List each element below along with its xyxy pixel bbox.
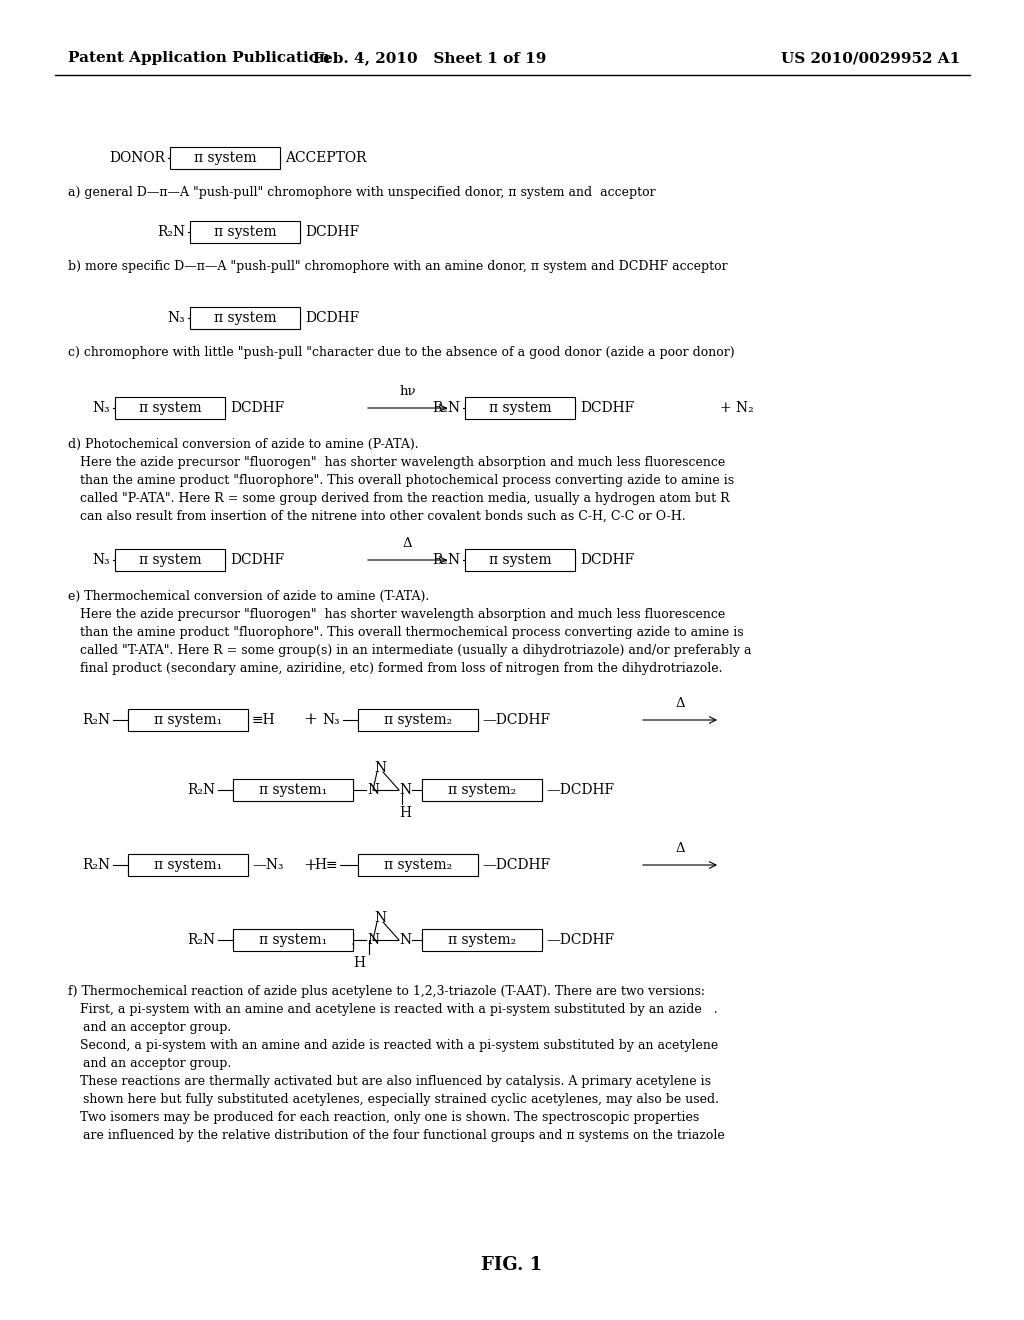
Bar bbox=[190, 220, 300, 243]
Text: H≡: H≡ bbox=[314, 858, 338, 873]
Text: final product (secondary amine, aziridine, etc) formed from loss of nitrogen fro: final product (secondary amine, aziridin… bbox=[68, 663, 723, 675]
Text: f) Thermochemical reaction of azide plus acetylene to 1,2,3-triazole (T-AAT). Th: f) Thermochemical reaction of azide plus… bbox=[68, 985, 705, 998]
Text: N₃: N₃ bbox=[323, 713, 340, 727]
Bar bbox=[465, 397, 575, 418]
Text: are influenced by the relative distribution of the four functional groups and π : are influenced by the relative distribut… bbox=[83, 1129, 725, 1142]
Text: and an acceptor group.: and an acceptor group. bbox=[83, 1020, 231, 1034]
Text: —DCDHF: —DCDHF bbox=[546, 783, 614, 797]
Text: N: N bbox=[367, 933, 379, 946]
Text: c) chromophore with little "push-pull "character due to the absence of a good do: c) chromophore with little "push-pull "c… bbox=[68, 346, 734, 359]
Bar bbox=[190, 308, 300, 329]
Text: ⋅: ⋅ bbox=[350, 939, 355, 952]
Text: π system: π system bbox=[488, 401, 551, 414]
Text: Feb. 4, 2010   Sheet 1 of 19: Feb. 4, 2010 Sheet 1 of 19 bbox=[313, 51, 547, 65]
Text: d) Photochemical conversion of azide to amine (P-ATA).: d) Photochemical conversion of azide to … bbox=[68, 438, 419, 451]
Text: H: H bbox=[353, 956, 365, 970]
Bar bbox=[358, 709, 478, 731]
Text: N: N bbox=[399, 933, 411, 946]
Text: π system₁: π system₁ bbox=[259, 783, 327, 797]
Text: US 2010/0029952 A1: US 2010/0029952 A1 bbox=[780, 51, 961, 65]
Bar bbox=[465, 549, 575, 572]
Text: R₂N: R₂N bbox=[82, 858, 110, 873]
Bar bbox=[233, 929, 353, 950]
Text: —DCDHF: —DCDHF bbox=[482, 858, 550, 873]
Text: DCDHF: DCDHF bbox=[230, 401, 285, 414]
Text: π system: π system bbox=[138, 401, 202, 414]
Text: DCDHF: DCDHF bbox=[230, 553, 285, 568]
Text: Two isomers may be produced for each reaction, only one is shown. The spectrosco: Two isomers may be produced for each rea… bbox=[68, 1111, 699, 1125]
Text: Δ: Δ bbox=[675, 842, 685, 855]
Text: called "P-ATA". Here R = some group derived from the reaction media, usually a h: called "P-ATA". Here R = some group deri… bbox=[68, 492, 730, 506]
Text: b) more specific D—π—A "push-pull" chromophore with an amine donor, π system and: b) more specific D—π—A "push-pull" chrom… bbox=[68, 260, 728, 273]
Text: —DCDHF: —DCDHF bbox=[546, 933, 614, 946]
Bar bbox=[358, 854, 478, 876]
Text: N: N bbox=[374, 911, 386, 925]
Text: Here the azide precursor "fluorogen"  has shorter wavelength absorption and much: Here the azide precursor "fluorogen" has… bbox=[68, 609, 725, 620]
Text: N: N bbox=[367, 783, 379, 797]
Text: Δ: Δ bbox=[675, 697, 685, 710]
Text: DCDHF: DCDHF bbox=[580, 553, 634, 568]
Text: N₃: N₃ bbox=[92, 553, 110, 568]
Text: —DCDHF: —DCDHF bbox=[482, 713, 550, 727]
Text: Δ: Δ bbox=[402, 537, 413, 550]
Text: a) general D—π—A "push-pull" chromophore with unspecified donor, π system and  a: a) general D—π—A "push-pull" chromophore… bbox=[68, 186, 655, 199]
Text: R₂N: R₂N bbox=[186, 783, 215, 797]
Text: First, a pi-system with an amine and acetylene is reacted with a pi-system subst: First, a pi-system with an amine and ace… bbox=[68, 1003, 718, 1016]
Text: R₂N: R₂N bbox=[432, 401, 460, 414]
Text: π system₂: π system₂ bbox=[447, 933, 516, 946]
Text: N: N bbox=[374, 762, 386, 775]
Text: π system: π system bbox=[214, 312, 276, 325]
Bar bbox=[128, 854, 248, 876]
Bar bbox=[422, 929, 542, 950]
Text: π system: π system bbox=[138, 553, 202, 568]
Text: DCDHF: DCDHF bbox=[305, 312, 359, 325]
Text: π system₁: π system₁ bbox=[154, 713, 222, 727]
Text: R₂N: R₂N bbox=[82, 713, 110, 727]
Text: can also result from insertion of the nitrene into other covalent bonds such as : can also result from insertion of the ni… bbox=[68, 510, 686, 523]
Bar bbox=[115, 549, 225, 572]
Text: ≡H: ≡H bbox=[252, 713, 275, 727]
Bar bbox=[128, 709, 248, 731]
Text: e) Thermochemical conversion of azide to amine (T-ATA).: e) Thermochemical conversion of azide to… bbox=[68, 590, 429, 603]
Text: shown here but fully substituted acetylenes, especially strained cyclic acetylen: shown here but fully substituted acetyle… bbox=[83, 1093, 719, 1106]
Text: π system: π system bbox=[214, 224, 276, 239]
Bar bbox=[422, 779, 542, 801]
Text: Second, a pi-system with an amine and azide is reacted with a pi-system substitu: Second, a pi-system with an amine and az… bbox=[68, 1039, 718, 1052]
Text: N₃: N₃ bbox=[92, 401, 110, 414]
Text: π system₁: π system₁ bbox=[154, 858, 222, 873]
Text: DCDHF: DCDHF bbox=[580, 401, 634, 414]
Text: π system: π system bbox=[194, 150, 256, 165]
Text: + N₂: + N₂ bbox=[720, 401, 754, 414]
Text: —N₃: —N₃ bbox=[252, 858, 284, 873]
Text: These reactions are thermally activated but are also influenced by catalysis. A : These reactions are thermally activated … bbox=[68, 1074, 711, 1088]
Bar bbox=[115, 397, 225, 418]
Text: Patent Application Publication: Patent Application Publication bbox=[68, 51, 330, 65]
Text: π system: π system bbox=[488, 553, 551, 568]
Text: R₂N: R₂N bbox=[432, 553, 460, 568]
Text: ACCEPTOR: ACCEPTOR bbox=[285, 150, 367, 165]
Text: Here the azide precursor "fluorogen"  has shorter wavelength absorption and much: Here the azide precursor "fluorogen" has… bbox=[68, 455, 725, 469]
Text: N: N bbox=[399, 783, 411, 797]
Text: DCDHF: DCDHF bbox=[305, 224, 359, 239]
Text: π system₁: π system₁ bbox=[259, 933, 327, 946]
Text: called "T-ATA". Here R = some group(s) in an intermediate (usually a dihydrotria: called "T-ATA". Here R = some group(s) i… bbox=[68, 644, 752, 657]
Text: R₂N: R₂N bbox=[186, 933, 215, 946]
Text: H: H bbox=[399, 807, 411, 820]
Text: N₃: N₃ bbox=[167, 312, 185, 325]
Text: than the amine product "fluorophore". This overall thermochemical process conver: than the amine product "fluorophore". Th… bbox=[68, 626, 743, 639]
Text: hν: hν bbox=[399, 385, 416, 399]
Text: R₂N: R₂N bbox=[157, 224, 185, 239]
Text: π system₂: π system₂ bbox=[447, 783, 516, 797]
Text: FIG. 1: FIG. 1 bbox=[481, 1257, 543, 1274]
Text: π system₂: π system₂ bbox=[384, 858, 453, 873]
Text: and an acceptor group.: and an acceptor group. bbox=[83, 1057, 231, 1071]
Text: +: + bbox=[303, 857, 317, 874]
Text: DONOR: DONOR bbox=[109, 150, 165, 165]
Bar bbox=[170, 147, 280, 169]
Text: +: + bbox=[303, 711, 317, 729]
Text: π system₂: π system₂ bbox=[384, 713, 453, 727]
Bar bbox=[233, 779, 353, 801]
Text: than the amine product "fluorophore". This overall photochemical process convert: than the amine product "fluorophore". Th… bbox=[68, 474, 734, 487]
